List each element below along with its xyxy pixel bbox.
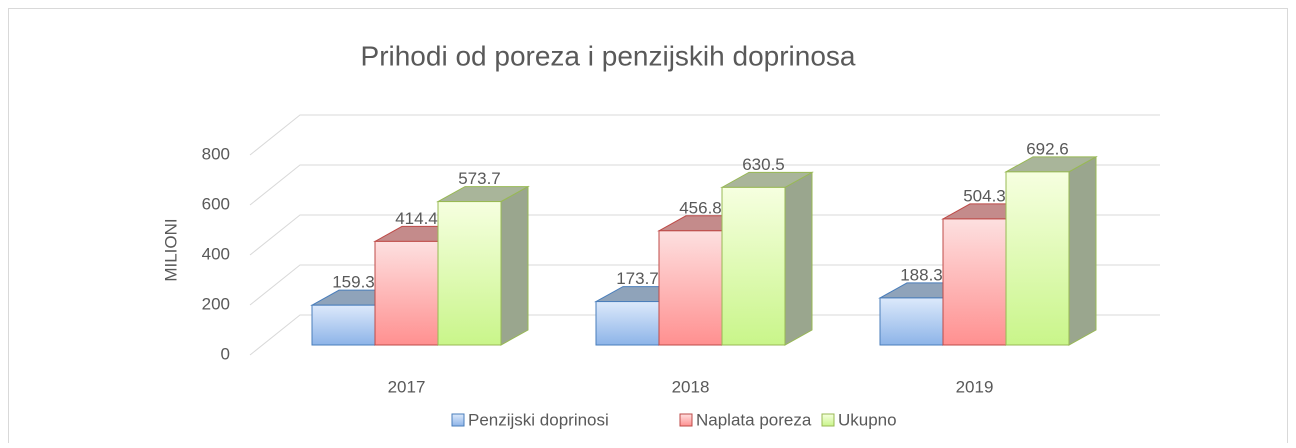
legend-swatch bbox=[821, 413, 835, 427]
data-label: 456.8 bbox=[679, 198, 722, 217]
data-label: 159.3 bbox=[332, 273, 375, 292]
legend-label: Ukupno bbox=[838, 410, 897, 429]
bar bbox=[720, 171, 814, 346]
legend-swatch bbox=[679, 413, 693, 427]
x-tick-label: 2019 bbox=[956, 377, 994, 396]
bar bbox=[1004, 156, 1098, 346]
data-label: 414.4 bbox=[395, 209, 438, 228]
x-tick-label: 2017 bbox=[388, 377, 426, 396]
legend-swatch bbox=[451, 413, 465, 427]
data-label: 573.7 bbox=[458, 169, 501, 188]
grid-line bbox=[249, 114, 1160, 156]
legend-label: Penzijski doprinosi bbox=[468, 410, 609, 429]
grid-line bbox=[249, 264, 1160, 306]
y-tick-label: 400 bbox=[202, 244, 230, 263]
grid-line bbox=[249, 314, 1160, 356]
bar-side bbox=[500, 185, 529, 346]
bar-front bbox=[658, 230, 723, 346]
bar-side bbox=[784, 171, 813, 346]
bar-front bbox=[595, 301, 660, 346]
bar bbox=[436, 185, 530, 346]
y-tick-label: 200 bbox=[202, 294, 230, 313]
grid-line bbox=[249, 214, 1160, 256]
y-tick-label: 0 bbox=[221, 344, 230, 363]
data-label: 173.7 bbox=[616, 269, 659, 288]
y-tick-label: 600 bbox=[202, 194, 230, 213]
bar-side bbox=[1068, 156, 1097, 346]
bar-front bbox=[942, 218, 1007, 346]
bar-front bbox=[374, 240, 439, 346]
data-label: 188.3 bbox=[900, 265, 943, 284]
data-label: 692.6 bbox=[1026, 139, 1069, 158]
bar-front bbox=[879, 297, 944, 346]
x-tick-label: 2018 bbox=[672, 377, 710, 396]
bar-front bbox=[311, 304, 376, 346]
bar-front bbox=[721, 186, 786, 346]
chart-title: Prihodi od poreza i penzijskih doprinosa bbox=[361, 40, 856, 71]
bar-front bbox=[437, 201, 502, 346]
legend-label: Naplata poreza bbox=[696, 410, 812, 429]
data-label: 630.5 bbox=[742, 155, 785, 174]
y-axis-title: MILIONI bbox=[161, 218, 180, 281]
y-tick-label: 800 bbox=[202, 144, 230, 163]
data-label: 504.3 bbox=[963, 186, 1006, 205]
bar-front bbox=[1005, 171, 1070, 346]
grid-line bbox=[249, 164, 1160, 206]
